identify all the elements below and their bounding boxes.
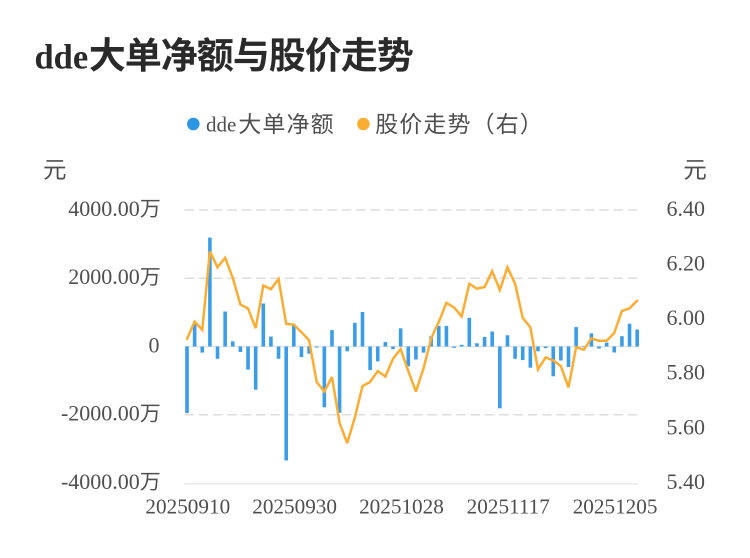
- svg-text:2000.00: 2000.00: [68, 264, 140, 289]
- svg-text:20250930: 20250930: [252, 494, 337, 518]
- svg-text:6.20: 6.20: [667, 251, 706, 276]
- svg-text:5.60: 5.60: [667, 414, 706, 439]
- svg-text:-4000.00: -4000.00: [61, 469, 140, 494]
- svg-text:dde: dde: [35, 38, 89, 76]
- svg-text:6.40: 6.40: [667, 196, 706, 221]
- svg-text:-2000.00: -2000.00: [61, 401, 140, 426]
- svg-text:4000.00: 4000.00: [68, 196, 140, 221]
- svg-text:6.00: 6.00: [667, 305, 706, 330]
- svg-text:20251028: 20251028: [359, 494, 444, 518]
- svg-text:dde: dde: [206, 113, 236, 137]
- svg-text:5.80: 5.80: [667, 360, 706, 385]
- svg-text:20251205: 20251205: [573, 494, 658, 518]
- svg-text:0: 0: [149, 332, 160, 357]
- svg-text:20250910: 20250910: [145, 494, 230, 518]
- svg-text:20251117: 20251117: [467, 494, 550, 518]
- svg-text:5.40: 5.40: [667, 469, 706, 494]
